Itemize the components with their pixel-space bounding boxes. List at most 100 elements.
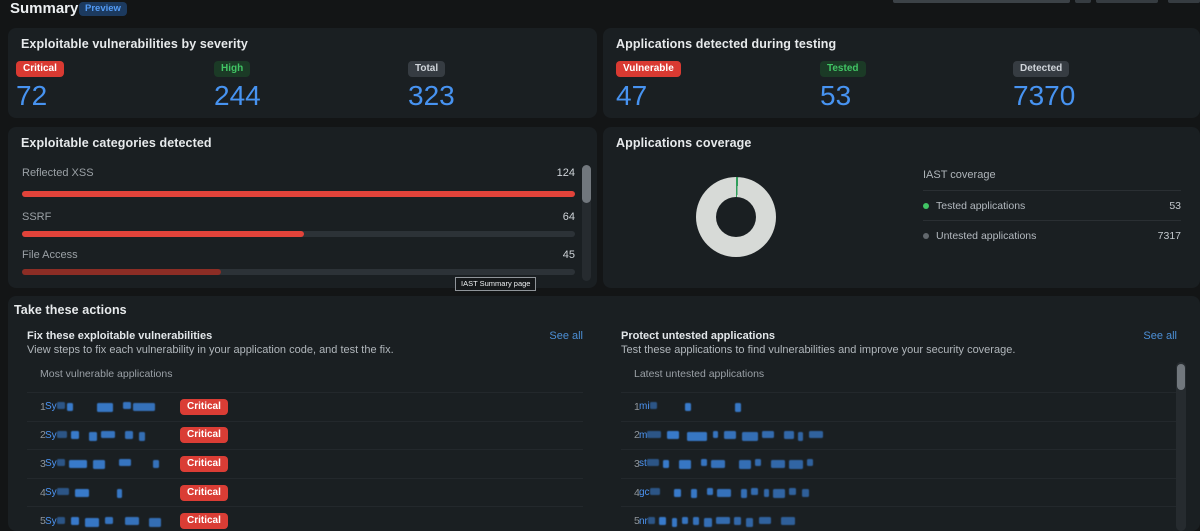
coverage-donut-chart (696, 177, 776, 257)
fix-section-title: Fix these exploitable vulnerabilities (27, 330, 213, 342)
toolbar-button[interactable] (1168, 0, 1200, 3)
redacted-app-name (646, 459, 813, 470)
toolbar-button[interactable] (1075, 0, 1091, 3)
app-rank: 1 (40, 400, 46, 413)
redacted-app-name (56, 430, 145, 441)
stat-total: Total 323 (408, 58, 455, 111)
app-name-link[interactable]: Sy (45, 487, 57, 499)
coverage-legend: IAST coverage Tested applications 53 Untes… (923, 169, 1181, 251)
app-rank: 3 (40, 457, 46, 470)
page-header: Summary Preview (0, 0, 1200, 28)
vulnerable-count: 47 (616, 80, 648, 111)
redacted-app-name (649, 402, 741, 413)
redacted-app-name (56, 402, 155, 413)
app-name-link[interactable]: st (639, 458, 647, 470)
preview-badge: Preview (79, 2, 127, 16)
fix-list-title: Most vulnerable applications (40, 368, 173, 380)
category-value: 64 (562, 211, 575, 223)
app-list-row[interactable]: 4 Sy Critical (27, 477, 583, 507)
redacted-app-name (647, 516, 795, 527)
app-name-link[interactable]: Sy (45, 458, 57, 470)
category-label: SSRF (22, 211, 52, 223)
tested-count: 53 (820, 80, 852, 111)
categories-scrollbar-track[interactable] (582, 165, 591, 281)
app-rank: 3 (634, 457, 640, 470)
protect-list-title: Latest untested applications (634, 368, 765, 380)
category-bar-track (22, 191, 575, 197)
app-list-row[interactable]: 4 gc (621, 477, 1177, 507)
coverage-panel: Applications coverage IAST coverage Test… (603, 127, 1200, 288)
legend-value: 7317 (1157, 230, 1181, 242)
app-rank: 4 (40, 486, 46, 499)
critical-severity-badge: Critical (180, 455, 228, 472)
high-badge: High (214, 61, 251, 77)
app-name-link[interactable]: m (639, 429, 648, 441)
categories-panel: Exploitable categories detected Reflecte… (8, 127, 597, 288)
redacted-app-name (649, 488, 809, 499)
category-bar-fill (22, 269, 222, 275)
severity-panel: Exploitable vulnerabilities by severity … (8, 28, 597, 118)
app-rank: 2 (40, 429, 46, 442)
category-value: 45 (562, 249, 575, 261)
actions-panel: Take these actions Fix these exploitable… (8, 296, 1200, 531)
stat-high: High 244 (214, 58, 261, 111)
app-name-link[interactable]: gc (639, 487, 650, 499)
critical-severity-badge: Critical (180, 398, 228, 415)
search-input[interactable] (893, 0, 1070, 3)
legend-dot-icon (923, 202, 929, 209)
protect-list-scrollbar-thumb[interactable] (1177, 364, 1185, 390)
app-name-link[interactable]: Sy (45, 515, 57, 527)
fix-see-all-link[interactable]: See all (549, 330, 583, 342)
legend-dot-icon (923, 233, 929, 239)
app-list-row[interactable]: 3 Sy Critical (27, 449, 583, 478)
category-value: 124 (556, 167, 575, 179)
app-name-link[interactable]: mi (639, 401, 650, 413)
detected-panel: Applications detected during testing Vul… (603, 28, 1200, 118)
critical-severity-badge: Critical (180, 484, 228, 501)
app-name-link[interactable]: Sy (45, 429, 57, 441)
coverage-legend-row[interactable]: Tested applications 53 (923, 191, 1181, 221)
redacted-app-name (56, 488, 122, 499)
protect-applications-section: Protect untested applications See all Te… (621, 296, 1177, 531)
redacted-app-name (56, 459, 159, 470)
redacted-app-name (56, 516, 161, 527)
detected-count: 7370 (1013, 80, 1076, 111)
protect-list-scrollbar-track[interactable] (1176, 362, 1186, 531)
critical-badge: Critical (16, 61, 64, 77)
critical-severity-badge: Critical (180, 427, 228, 444)
category-bar-track (22, 269, 575, 275)
stat-critical: Critical 72 (16, 58, 64, 111)
legend-label: Untested applications (936, 230, 1037, 242)
legend-value: 53 (1169, 199, 1181, 212)
stat-tested: Tested 53 (820, 58, 866, 111)
category-bar-fill (22, 191, 575, 197)
legend-label: Tested applications (936, 199, 1026, 212)
detected-panel-title: Applications detected during testing (616, 37, 837, 51)
tested-badge: Tested (820, 61, 866, 77)
fix-section-description: View steps to fix each vulnerability in … (27, 344, 394, 356)
protect-see-all-link[interactable]: See all (1143, 330, 1177, 342)
app-rank: 5 (634, 515, 640, 528)
app-list-row[interactable]: 2 Sy Critical (27, 420, 583, 450)
category-label: File Access (22, 249, 78, 261)
most-vulnerable-app-list: 1 Sy Critical 2 Sy Critical 3 Sy Critical 4 Sy Crit… (27, 392, 583, 531)
coverage-legend-row[interactable]: Untested applications 7317 (923, 221, 1181, 251)
app-list-row[interactable]: 1 Sy Critical (27, 392, 583, 421)
toolbar-button[interactable] (1096, 0, 1158, 3)
app-list-row[interactable]: 5 nr (621, 506, 1177, 531)
redacted-app-name (647, 430, 824, 441)
app-list-row[interactable]: 1 mi (621, 392, 1177, 421)
categories-scrollbar-thumb[interactable] (582, 165, 591, 203)
app-list-row[interactable]: 5 Sy Critical (27, 506, 583, 531)
category-bar-fill (22, 231, 305, 237)
categories-panel-title: Exploitable categories detected (21, 136, 212, 150)
protect-section-title: Protect untested applications (621, 330, 776, 342)
category-label: Reflected XSS (22, 167, 94, 179)
coverage-legend-title: IAST coverage (923, 169, 1181, 191)
app-name-link[interactable]: nr (639, 515, 648, 527)
app-name-link[interactable]: Sy (45, 401, 57, 413)
app-rank: 5 (40, 515, 46, 528)
